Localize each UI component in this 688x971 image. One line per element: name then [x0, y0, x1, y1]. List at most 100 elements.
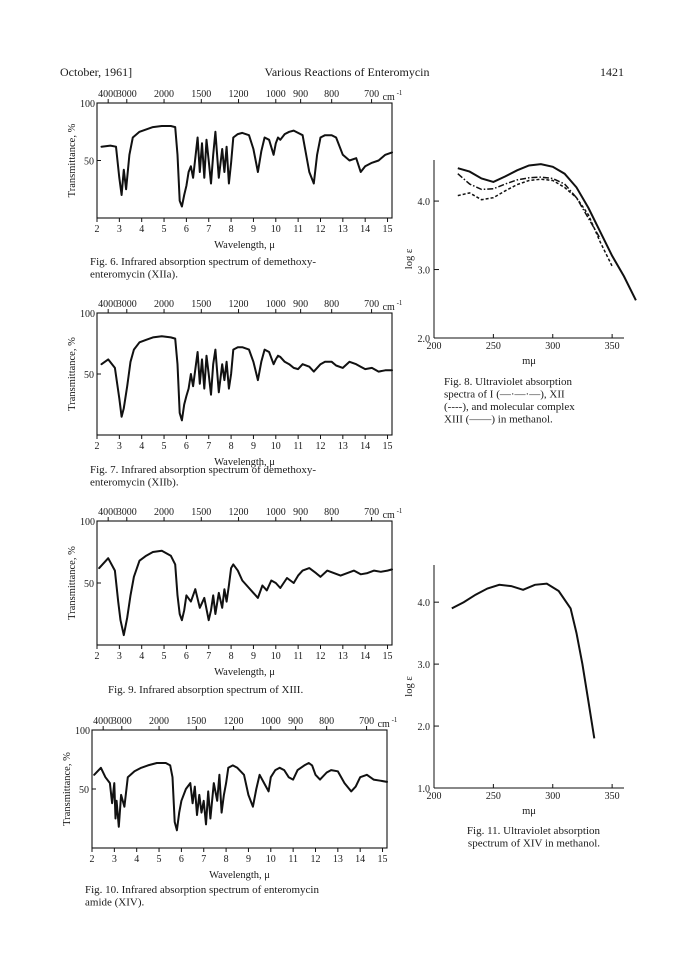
wavelength-label: 3 [117, 224, 122, 235]
y-axis-label: log ε [404, 676, 415, 697]
wavenumber-label: 3000 [117, 507, 137, 518]
wavenumber-label: 4000 [93, 716, 113, 727]
wavenumber-label: 700 [364, 299, 379, 310]
x-tick-label: 250 [486, 341, 501, 352]
uv-spectrum-line-dashdot [457, 173, 601, 240]
header-page-number: 1421 [600, 65, 624, 79]
wavelength-label: 6 [179, 854, 184, 865]
wavelength-label: 9 [246, 854, 251, 865]
wavelength-label: 8 [224, 854, 229, 865]
wavelength-label: 5 [162, 224, 167, 235]
figure-caption-line: spectra of I (—·—·—), XII [444, 389, 565, 401]
wavelength-label: 6 [184, 651, 189, 662]
y-tick-50: 50 [79, 785, 89, 796]
uv-spectrum-line-solid [451, 582, 596, 739]
wavenumber-label: 700 [364, 507, 379, 518]
x-axis-label: mμ [522, 356, 536, 367]
wavelength-label: 12 [315, 651, 325, 662]
wavenumber-label: 3000 [117, 299, 137, 310]
y-tick-label: 2.0 [418, 334, 431, 345]
x-tick-label: 300 [545, 341, 560, 352]
wavelength-label: 13 [338, 224, 348, 235]
wavelength-label: 8 [229, 224, 234, 235]
wavelength-label: 9 [251, 441, 256, 452]
wavenumber-label: 1200 [229, 299, 249, 310]
figure-caption-line: amide (XIV). [85, 897, 145, 909]
wavenumber-unit-exponent: -1 [397, 299, 403, 307]
ir-spectrum-line [93, 762, 388, 832]
wavenumber-label: 800 [324, 89, 339, 100]
wavenumber-unit: cm [383, 302, 395, 313]
wavenumber-label: 4000 [98, 299, 118, 310]
y-axis-label: log ε [404, 248, 415, 269]
wavenumber-label: 2000 [154, 507, 174, 518]
wavelength-label: 3 [117, 651, 122, 662]
wavenumber-label: 2000 [154, 299, 174, 310]
wavelength-label: 11 [288, 854, 298, 865]
wavenumber-label: 1000 [266, 507, 286, 518]
wavenumber-label: 800 [324, 299, 339, 310]
x-axis-label: Wavelength, μ [214, 457, 275, 468]
x-tick-label: 350 [605, 341, 620, 352]
wavelength-label: 10 [266, 854, 276, 865]
wavenumber-label: 4000 [98, 507, 118, 518]
wavelength-label: 12 [315, 441, 325, 452]
wavelength-label: 4 [139, 651, 144, 662]
x-tick-label: 350 [605, 791, 620, 802]
figure-8-uv-spectrum: 200 250 300 350 2.0 3.0 4.0 log ε mμ Fig. 8. Ultr… [404, 160, 637, 426]
wavenumber-label: 1000 [266, 299, 286, 310]
figure-11-uv-spectrum: 200 250 300 350 1.0 2.0 3.0 4.0 log ε mμ Fig. 11. … [404, 565, 624, 850]
wavelength-label: 5 [162, 441, 167, 452]
wavelength-label: 2 [95, 224, 100, 235]
wavenumber-label: 800 [319, 716, 334, 727]
y-tick-label: 3.0 [418, 266, 431, 277]
plot-frame [96, 102, 393, 219]
wavelength-label: 12 [310, 854, 320, 865]
wavenumber-unit-exponent: -1 [392, 716, 398, 724]
wavelength-label: 11 [293, 224, 303, 235]
wavelength-label: 3 [112, 854, 117, 865]
figure-caption-line: enteromycin (XIIa). [90, 269, 178, 281]
y-tick-label: 1.0 [418, 784, 431, 795]
wavenumber-label: 900 [288, 716, 303, 727]
wavelength-label: 15 [378, 854, 388, 865]
wavenumber-label: 900 [293, 507, 308, 518]
x-tick-label: 200 [427, 791, 442, 802]
plot-frame [91, 729, 388, 849]
wavelength-label: 2 [95, 441, 100, 452]
x-tick-label: 200 [427, 341, 442, 352]
wavelength-label: 10 [271, 224, 281, 235]
header-center: Various Reactions of Enteromycin [265, 65, 430, 79]
uv-spectrum-line-dashed [457, 178, 613, 267]
y-tick-label: 4.0 [418, 197, 431, 208]
wavelength-label: 6 [184, 441, 189, 452]
wavelength-label: 5 [157, 854, 162, 865]
wavenumber-label: 1200 [229, 89, 249, 100]
figure-caption-line: enteromycin (XIIb). [90, 477, 179, 489]
wavenumber-label: 900 [293, 89, 308, 100]
wavenumber-label: 1000 [266, 89, 286, 100]
wavelength-label: 7 [206, 224, 211, 235]
wavenumber-unit: cm [383, 92, 395, 103]
figure-caption-line: Fig. 7. Infrared absorption spectrum of … [90, 464, 316, 476]
wavelength-label: 15 [383, 224, 393, 235]
wavelength-label: 15 [383, 651, 393, 662]
wavenumber-label: 2000 [154, 89, 174, 100]
wavelength-label: 12 [315, 224, 325, 235]
wavenumber-label: 1500 [191, 89, 211, 100]
x-tick-label: 250 [486, 791, 501, 802]
wavelength-label: 4 [134, 854, 139, 865]
wavelength-label: 7 [206, 441, 211, 452]
y-tick-label: 2.0 [418, 722, 431, 733]
y-axis-label: Transmittance, % [67, 337, 78, 411]
wavenumber-label: 700 [359, 716, 374, 727]
wavelength-label: 11 [293, 441, 303, 452]
wavenumber-label: 1200 [229, 507, 249, 518]
wavelength-label: 8 [229, 651, 234, 662]
ir-spectrum-line [100, 125, 393, 208]
wavenumber-label: 2000 [149, 716, 169, 727]
